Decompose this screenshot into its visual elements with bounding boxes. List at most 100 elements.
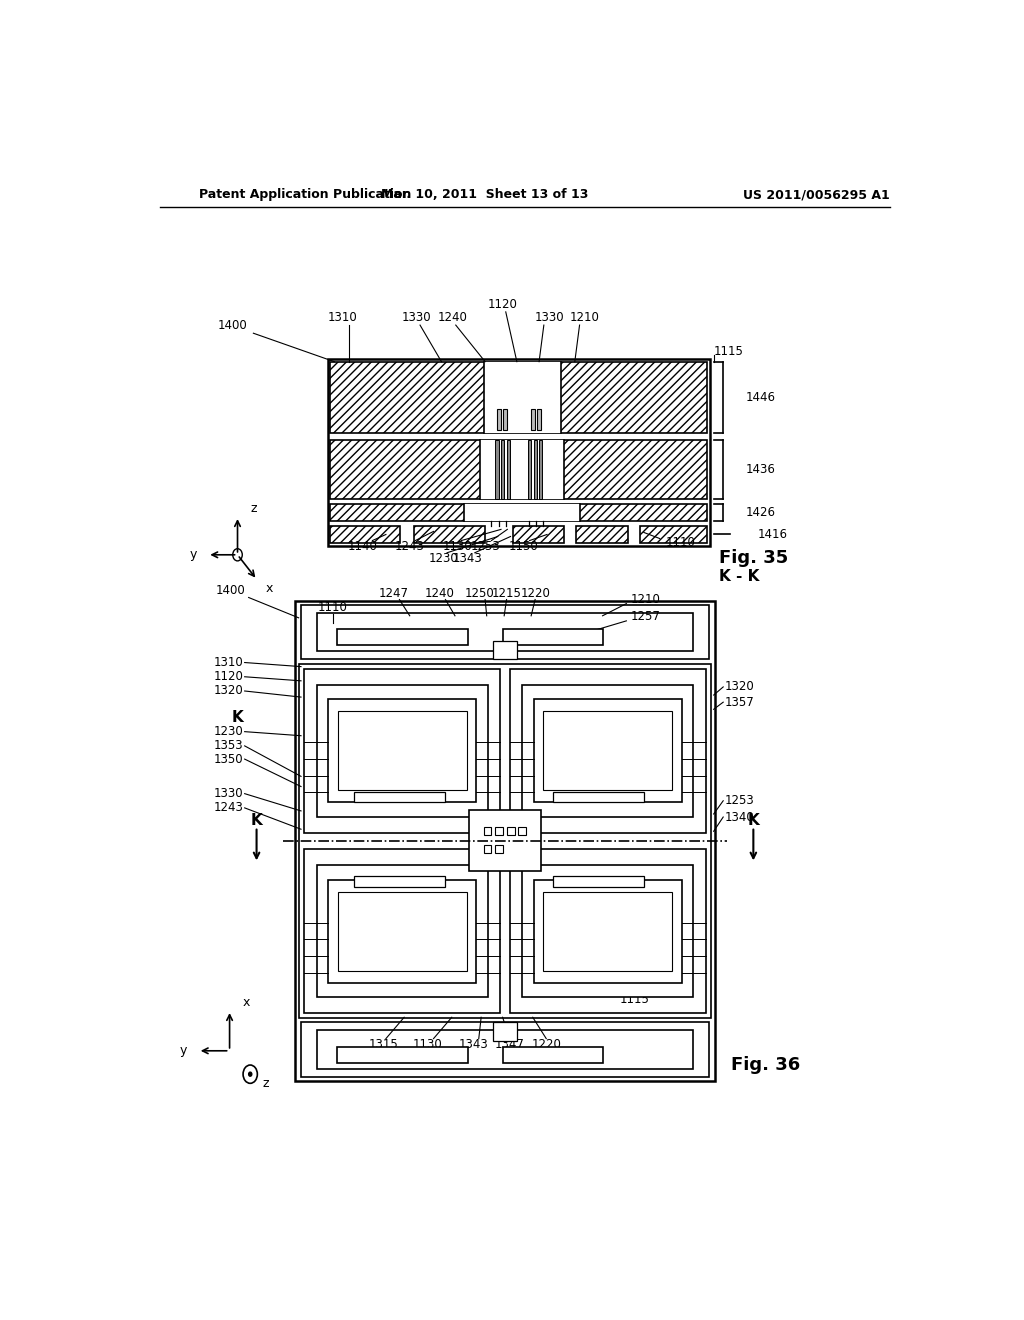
Text: 1310: 1310	[328, 312, 357, 325]
Bar	[479, 440, 564, 499]
Text: US 2011/0056295 A1: US 2011/0056295 A1	[743, 189, 890, 202]
Text: z: z	[250, 502, 257, 515]
Bar	[328, 879, 476, 982]
Bar	[464, 504, 581, 521]
Text: 1243: 1243	[395, 540, 425, 553]
Bar	[304, 849, 500, 1014]
Bar	[483, 362, 560, 433]
Bar	[494, 1023, 517, 1040]
Bar	[337, 1047, 468, 1063]
Bar	[328, 700, 476, 803]
Bar	[301, 605, 709, 660]
Text: 1110: 1110	[666, 536, 696, 549]
Bar	[510, 849, 706, 1014]
Text: 1230: 1230	[429, 552, 459, 565]
Bar	[483, 826, 492, 834]
Text: 1110: 1110	[317, 601, 348, 614]
Text: 1330: 1330	[213, 787, 243, 800]
Bar	[331, 504, 708, 521]
Text: 1150: 1150	[508, 540, 538, 553]
Text: 1400: 1400	[215, 583, 245, 597]
Text: 1350: 1350	[213, 752, 243, 766]
Text: 1416: 1416	[758, 528, 787, 541]
Bar	[338, 711, 467, 791]
Bar	[316, 685, 487, 817]
Text: 1253: 1253	[725, 795, 755, 808]
Text: 1210: 1210	[570, 312, 600, 325]
Bar	[495, 845, 503, 853]
Text: K - K: K - K	[719, 569, 760, 583]
Bar	[497, 409, 501, 430]
Bar	[304, 669, 500, 833]
Bar	[510, 669, 706, 833]
Bar	[469, 810, 541, 871]
Text: 1130: 1130	[442, 540, 472, 553]
Bar	[354, 792, 445, 803]
Bar	[534, 700, 682, 803]
Bar	[316, 866, 487, 997]
Bar	[534, 879, 682, 982]
Bar	[543, 711, 673, 791]
Text: 1330: 1330	[401, 312, 431, 325]
Bar	[331, 440, 708, 499]
Text: Mar. 10, 2011  Sheet 13 of 13: Mar. 10, 2011 Sheet 13 of 13	[381, 189, 589, 202]
Bar	[331, 362, 708, 433]
Text: 1353: 1353	[213, 739, 243, 752]
Text: 1320: 1320	[213, 685, 243, 697]
Bar	[496, 440, 499, 499]
Bar	[518, 826, 526, 834]
Text: Fig. 36: Fig. 36	[731, 1056, 801, 1074]
Text: 1220: 1220	[520, 587, 550, 599]
Text: 1253: 1253	[470, 540, 500, 553]
Text: Fig. 35: Fig. 35	[719, 549, 788, 566]
Bar	[522, 866, 693, 997]
Bar	[501, 440, 504, 499]
Bar	[316, 612, 693, 651]
Bar	[504, 1047, 602, 1063]
Bar	[553, 792, 644, 803]
Text: 1340: 1340	[725, 810, 755, 824]
Bar	[295, 601, 716, 1081]
Text: 1115: 1115	[620, 994, 650, 1006]
Bar	[494, 642, 517, 660]
Text: 1343: 1343	[459, 1039, 488, 1051]
Text: 1115: 1115	[714, 345, 743, 358]
Bar	[495, 826, 503, 834]
Circle shape	[249, 1072, 252, 1076]
Text: y: y	[189, 548, 197, 561]
Text: 1446: 1446	[745, 391, 775, 404]
Bar	[553, 876, 644, 887]
Bar	[414, 527, 485, 543]
Bar	[331, 527, 400, 543]
Bar	[338, 892, 467, 970]
Text: 1320: 1320	[725, 680, 755, 693]
Bar	[539, 440, 543, 499]
Text: 1240: 1240	[437, 312, 467, 325]
Bar	[504, 630, 602, 645]
Text: x: x	[266, 582, 273, 594]
Bar	[354, 876, 445, 887]
Text: K: K	[231, 710, 243, 725]
Text: K: K	[251, 813, 262, 828]
Text: 1257: 1257	[631, 610, 660, 623]
Text: 1436: 1436	[745, 463, 775, 477]
Text: 1247: 1247	[379, 587, 409, 599]
Text: 1357: 1357	[725, 696, 755, 709]
Text: 1140: 1140	[347, 540, 377, 553]
Text: 1250: 1250	[465, 587, 495, 599]
Text: 1220: 1220	[531, 1039, 561, 1051]
Bar	[528, 440, 531, 499]
Text: y: y	[180, 1044, 187, 1057]
Text: 1330: 1330	[535, 312, 564, 325]
Text: 1347: 1347	[495, 1039, 524, 1051]
Text: 1120: 1120	[213, 671, 243, 684]
Bar	[522, 685, 693, 817]
Text: 1426: 1426	[745, 506, 775, 519]
Bar	[507, 440, 510, 499]
Bar	[337, 630, 468, 645]
Text: z: z	[263, 1077, 269, 1090]
Text: Patent Application Publication: Patent Application Publication	[200, 189, 412, 202]
Bar	[483, 845, 492, 853]
Text: 1343: 1343	[453, 552, 482, 565]
Bar	[577, 527, 628, 543]
